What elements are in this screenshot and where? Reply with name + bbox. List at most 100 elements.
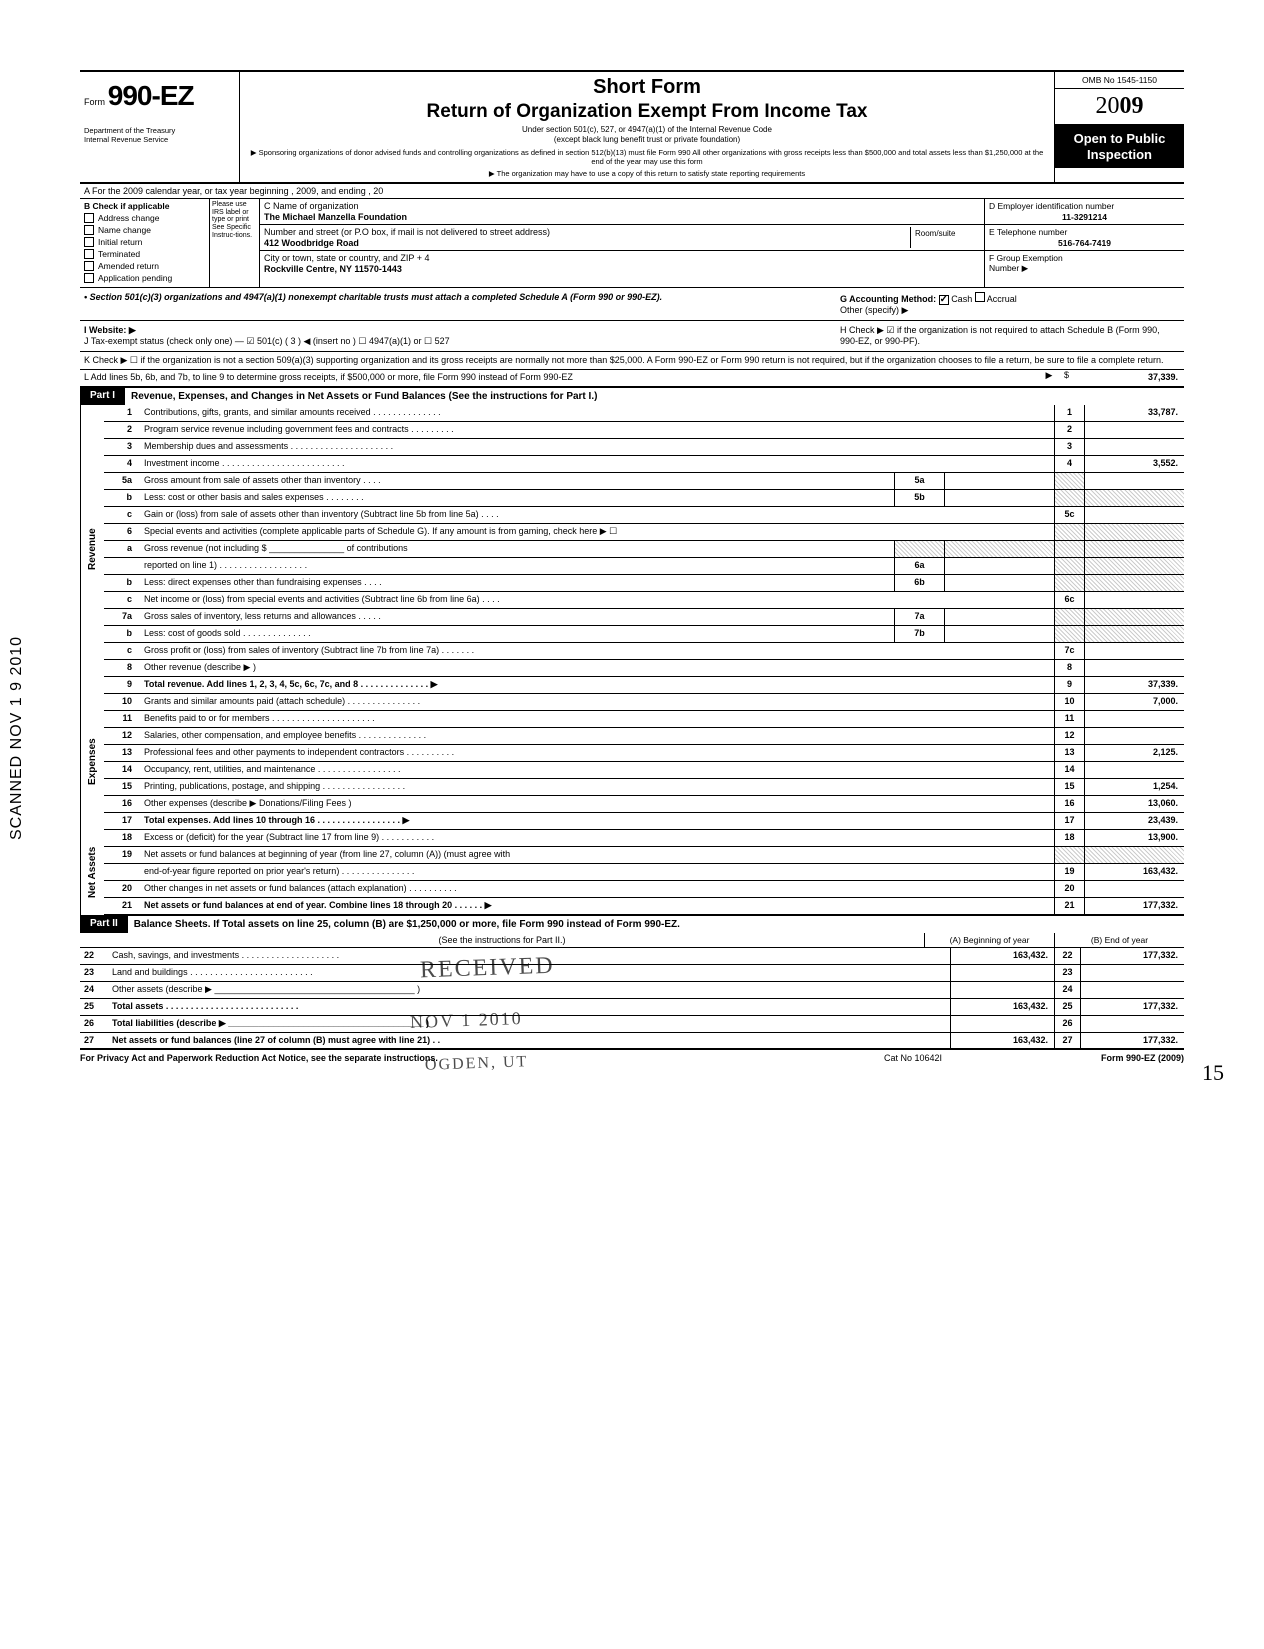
la (1084, 643, 1184, 659)
street-value: 412 Woodbridge Road (264, 238, 910, 248)
ln: 1 (104, 405, 140, 421)
lbn: 16 (1054, 796, 1084, 812)
section-b-header: B Check if applicable (84, 201, 205, 211)
please-instructions: Please use IRS label or type or print Se… (210, 199, 260, 287)
part2-instr: (See the instructions for Part II.) (80, 933, 924, 947)
part2-header: Part II Balance Sheets. If Total assets … (80, 915, 1184, 933)
section-g-other: Other (specify) ▶ (840, 305, 1180, 316)
bn: 23 (80, 965, 108, 981)
shaded-cell (1054, 847, 1084, 863)
form-number: 990-EZ (108, 80, 194, 111)
cb-pending[interactable] (84, 273, 94, 283)
received-stamp: RECEIVED (420, 953, 556, 985)
bn: 26 (80, 1016, 108, 1032)
ln: 16 (104, 796, 140, 812)
shaded-cell (1054, 541, 1084, 557)
lt: Less: direct expenses other than fundrai… (140, 575, 894, 591)
lbn: 10 (1054, 694, 1084, 710)
bmn: 22 (1054, 948, 1080, 964)
la (1084, 728, 1184, 744)
lbn: 12 (1054, 728, 1084, 744)
lsn: 6b (894, 575, 944, 591)
shaded-cell (1084, 541, 1184, 557)
ln (104, 864, 140, 880)
netassets-side-label: Net Assets (80, 830, 104, 915)
lbn: 13 (1054, 745, 1084, 761)
dept-treasury: Department of the Treasury (84, 126, 235, 135)
cb-address-change[interactable] (84, 213, 94, 223)
bmn: 25 (1054, 999, 1080, 1015)
shaded-cell (1084, 609, 1184, 625)
la: 23,439. (1084, 813, 1184, 829)
cb-cash[interactable] (939, 295, 949, 305)
lbn: 19 (1054, 864, 1084, 880)
lbn: 21 (1054, 898, 1084, 914)
ln: b (104, 626, 140, 642)
lbn: 7c (1054, 643, 1084, 659)
lt: Grants and similar amounts paid (attach … (140, 694, 1054, 710)
part1-header: Part I Revenue, Expenses, and Changes in… (80, 387, 1184, 405)
la: 1,254. (1084, 779, 1184, 795)
section-501: • Section 501(c)(3) organizations and 49… (84, 292, 840, 302)
cb-amended[interactable] (84, 261, 94, 271)
cb-accrual[interactable] (975, 292, 985, 302)
header-sub2: (except black lung benefit trust or priv… (554, 135, 740, 144)
lbn: 3 (1054, 439, 1084, 455)
lbn: 11 (1054, 711, 1084, 727)
lsv (944, 558, 1054, 574)
lt: Gain or (loss) from sale of assets other… (140, 507, 1054, 523)
lsv (944, 473, 1054, 489)
bmn: 26 (1054, 1016, 1080, 1032)
ba: 163,432. (950, 1033, 1054, 1048)
cb-name-change[interactable] (84, 225, 94, 235)
lbn: 6c (1054, 592, 1084, 608)
shaded-cell (1054, 626, 1084, 642)
ln: 5a (104, 473, 140, 489)
ba: 163,432. (950, 999, 1054, 1015)
bb (1080, 965, 1184, 981)
line-l-amount: 37,339. (1084, 370, 1184, 386)
cat-number: Cat No 10642I (884, 1053, 1024, 1063)
lbn: 9 (1054, 677, 1084, 693)
form-footer: Form 990-EZ (2009) (1024, 1053, 1184, 1063)
bn: 24 (80, 982, 108, 998)
bt: Total liabilities (describe ▶ __________… (108, 1016, 950, 1032)
la (1084, 422, 1184, 438)
lt: Net assets or fund balances at end of ye… (140, 898, 1054, 914)
ogden-stamp: OGDEN, UT (425, 1053, 529, 1075)
line-l-text: L Add lines 5b, 6b, and 7b, to line 9 to… (80, 370, 1034, 386)
header-sub3: ▶ Sponsoring organizations of donor advi… (250, 148, 1044, 167)
shaded-cell (1054, 473, 1084, 489)
cb-terminated[interactable] (84, 249, 94, 259)
open-public-1: Open to Public (1057, 131, 1182, 147)
ln: 11 (104, 711, 140, 727)
bn: 27 (80, 1033, 108, 1048)
tax-year: 2009 (1055, 89, 1184, 125)
lsv (944, 575, 1054, 591)
bmn: 23 (1054, 965, 1080, 981)
shaded-cell (1084, 524, 1184, 540)
ln: 17 (104, 813, 140, 829)
ein-label: D Employer identification number (989, 201, 1180, 211)
lsv (944, 626, 1054, 642)
ein-value: 11-3291214 (989, 212, 1180, 222)
cb-initial-return[interactable] (84, 237, 94, 247)
ln: 2 (104, 422, 140, 438)
la: 177,332. (1084, 898, 1184, 914)
cb-label: Name change (98, 225, 151, 235)
la: 13,060. (1084, 796, 1184, 812)
la (1084, 711, 1184, 727)
lt: Gross revenue (not including $ _________… (140, 541, 894, 557)
lt: reported on line 1) . . . . . . . . . . … (140, 558, 894, 574)
scanned-stamp: SCANNED NOV 1 9 2010 (8, 636, 26, 840)
shaded-cell (1054, 558, 1084, 574)
la: 163,432. (1084, 864, 1184, 880)
line-i: I Website: ▶ (84, 325, 840, 336)
city-label: City or town, state or country, and ZIP … (264, 253, 980, 263)
lt: Other changes in net assets or fund bala… (140, 881, 1054, 897)
lbn: 5c (1054, 507, 1084, 523)
lt: Net assets or fund balances at beginning… (140, 847, 1054, 863)
revenue-side-label: Revenue (80, 405, 104, 694)
short-form-title: Short Form (250, 76, 1044, 99)
la (1084, 507, 1184, 523)
